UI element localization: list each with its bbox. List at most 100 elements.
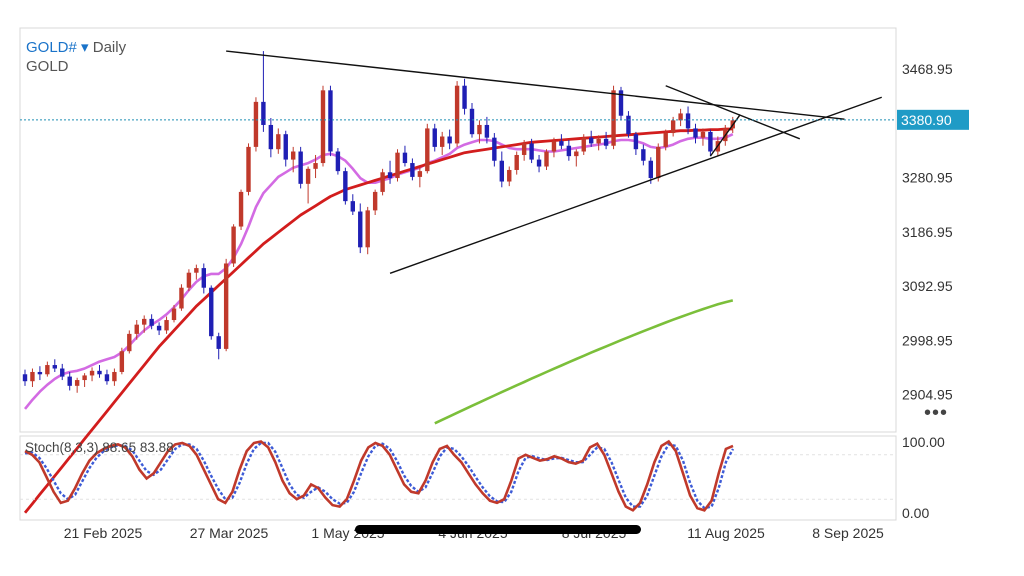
candle-body [149, 318, 154, 326]
candle-body [432, 128, 437, 147]
time-tick-label: 8 Sep 2025 [812, 525, 884, 541]
candle [313, 154, 318, 179]
candle [387, 160, 393, 184]
candle-body [89, 370, 95, 376]
candle [469, 103, 475, 138]
candle [67, 371, 72, 391]
candle-body [291, 151, 296, 160]
candle-body [656, 146, 661, 179]
candle-body [313, 163, 318, 169]
candle-body [440, 136, 445, 147]
candle [551, 137, 557, 158]
candle [328, 85, 333, 157]
candle-body [171, 308, 177, 321]
candle-body [201, 268, 206, 288]
candle-body [462, 85, 467, 109]
candle-body [477, 124, 482, 135]
candle-body [484, 124, 490, 138]
candle-body [529, 143, 534, 160]
price-tick-label: 3468.95 [902, 61, 953, 77]
price-axis[interactable]: 3468.95 3280.95 3186.95 3092.95 2998.95 2904.… [902, 61, 953, 403]
candle [82, 373, 87, 387]
candle-body [231, 226, 236, 264]
symbol-header: GOLD# ▾ Daily GOLD [26, 38, 126, 76]
candle [685, 106, 691, 135]
candle-body [82, 375, 87, 381]
candle [432, 123, 437, 152]
trendline-short-rising [709, 114, 741, 157]
candle [566, 139, 572, 161]
candle-body [410, 163, 415, 177]
instrument-name: GOLD [26, 58, 69, 75]
price-tick-label: 3186.95 [902, 224, 953, 240]
trendlines[interactable] [226, 50, 882, 274]
trendline-rising-support [389, 96, 882, 274]
symbol-dropdown-icon[interactable]: ▾ [81, 39, 89, 56]
candle-body [305, 168, 311, 184]
candle-body [52, 365, 57, 369]
candle-body [179, 287, 184, 309]
chart-grid [19, 27, 897, 521]
candle-body [156, 325, 162, 331]
candle [596, 135, 601, 151]
more-options-icon[interactable]: ••• [924, 402, 949, 424]
candle-body [119, 351, 125, 372]
current-price-line: 3380.90 [20, 109, 969, 130]
candle-body [127, 333, 132, 352]
candle [149, 314, 154, 330]
candle-body [492, 137, 497, 161]
candle [529, 138, 534, 164]
symbol-label[interactable]: GOLD# [26, 39, 77, 56]
candle-body [596, 138, 601, 144]
stochastic-panel-frame [19, 435, 897, 521]
candle [134, 320, 139, 340]
candle-body [22, 374, 28, 382]
ma-fast-line [23, 133, 734, 410]
candle [380, 168, 385, 196]
candle [291, 146, 296, 173]
candle-body [514, 154, 519, 170]
candle-body [276, 134, 281, 150]
candle-body [447, 136, 452, 144]
candle-body [134, 324, 139, 334]
candle [74, 377, 80, 393]
timeframe-label[interactable]: Daily [92, 39, 127, 56]
candle-body [142, 318, 147, 325]
stochastic-panel[interactable]: Stoch(8,3,3) 88.65 83.88 100.00 0.00 [20, 434, 945, 521]
candle-body [335, 151, 341, 172]
candle-body [380, 172, 385, 192]
candle-body [209, 287, 214, 337]
candle-body [320, 90, 326, 164]
candle-body [685, 113, 691, 129]
candle [127, 330, 132, 354]
candle [514, 151, 519, 175]
candle-body [74, 380, 80, 386]
candle [22, 369, 28, 386]
candle-body [581, 137, 586, 152]
candle-body [104, 374, 110, 382]
candle [425, 123, 430, 174]
price-panel-frame [19, 27, 897, 433]
ma-slow-line [434, 299, 734, 425]
current-price-label: 3380.90 [901, 112, 952, 128]
candle-body [574, 151, 579, 157]
candle-body [387, 172, 393, 179]
trendline-secondary-falling [665, 85, 801, 140]
candle-body [626, 115, 631, 135]
candle [60, 363, 65, 381]
time-tick-label: 21 Feb 2025 [64, 525, 143, 541]
candle-body [633, 134, 639, 150]
candle [372, 189, 378, 215]
candle-body [566, 145, 572, 157]
scroll-handle[interactable] [355, 525, 641, 534]
stoch-tick-100: 100.00 [902, 434, 945, 450]
candle-body [372, 191, 378, 211]
candle-body [216, 336, 221, 349]
candle [410, 158, 415, 181]
candle-body [37, 371, 43, 375]
candle [618, 86, 624, 121]
candle-body [670, 120, 676, 134]
candle-body [30, 371, 35, 382]
candle [559, 134, 564, 150]
